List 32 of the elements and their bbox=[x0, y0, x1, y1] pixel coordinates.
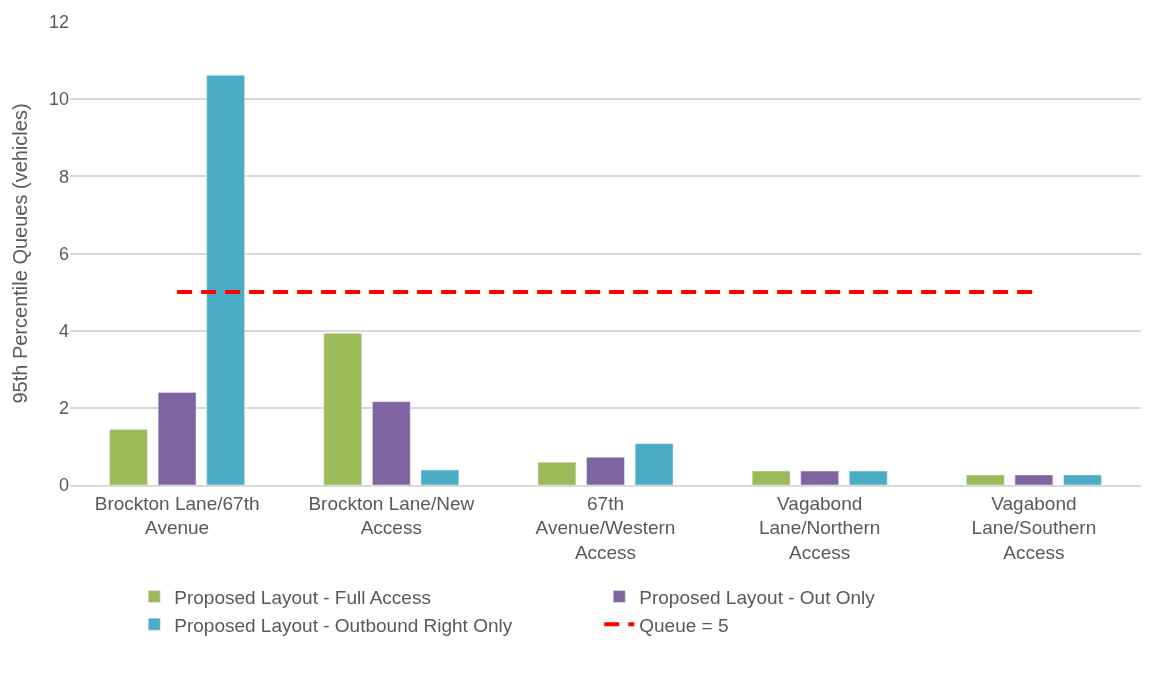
bar bbox=[966, 474, 1005, 485]
bar bbox=[206, 75, 245, 485]
x-tick-label: Vagabond Lane/Southern Access bbox=[971, 492, 1097, 563]
bar bbox=[1014, 474, 1054, 485]
legend-label: Proposed Layout - Full Access bbox=[174, 586, 431, 608]
y-axis-title: 95th Percentile Queues (vehicles) bbox=[9, 103, 32, 404]
bar bbox=[634, 443, 674, 485]
bar bbox=[420, 469, 460, 485]
y-tick-label: 10 bbox=[48, 89, 69, 110]
bar bbox=[1063, 474, 1102, 485]
bar bbox=[586, 456, 625, 485]
y-tick-label: 8 bbox=[58, 166, 69, 187]
x-tick-label: 67th Avenue/Western Access bbox=[535, 492, 676, 563]
bar bbox=[372, 401, 411, 485]
bar bbox=[537, 461, 577, 485]
bar bbox=[751, 470, 791, 485]
y-tick-label: 6 bbox=[58, 243, 69, 264]
bar bbox=[109, 429, 148, 485]
legend-label: Proposed Layout - Out Only bbox=[639, 586, 876, 608]
y-tick-label: 4 bbox=[58, 320, 69, 341]
legend-label: Queue = 5 bbox=[639, 614, 729, 636]
bar bbox=[323, 333, 362, 485]
x-tick-label: Brockton Lane/New Access bbox=[308, 492, 475, 539]
bar bbox=[157, 392, 197, 485]
x-tick-label: Vagabond Lane/Northern Access bbox=[758, 492, 881, 563]
y-tick-label: 0 bbox=[58, 475, 69, 496]
bar bbox=[800, 470, 839, 485]
bar bbox=[849, 470, 888, 485]
x-tick-label: Brockton Lane/67th Avenue bbox=[94, 492, 260, 539]
y-tick-label: 12 bbox=[48, 12, 69, 33]
y-tick-label: 2 bbox=[58, 398, 69, 419]
legend-label: Proposed Layout - Outbound Right Only bbox=[174, 614, 513, 636]
